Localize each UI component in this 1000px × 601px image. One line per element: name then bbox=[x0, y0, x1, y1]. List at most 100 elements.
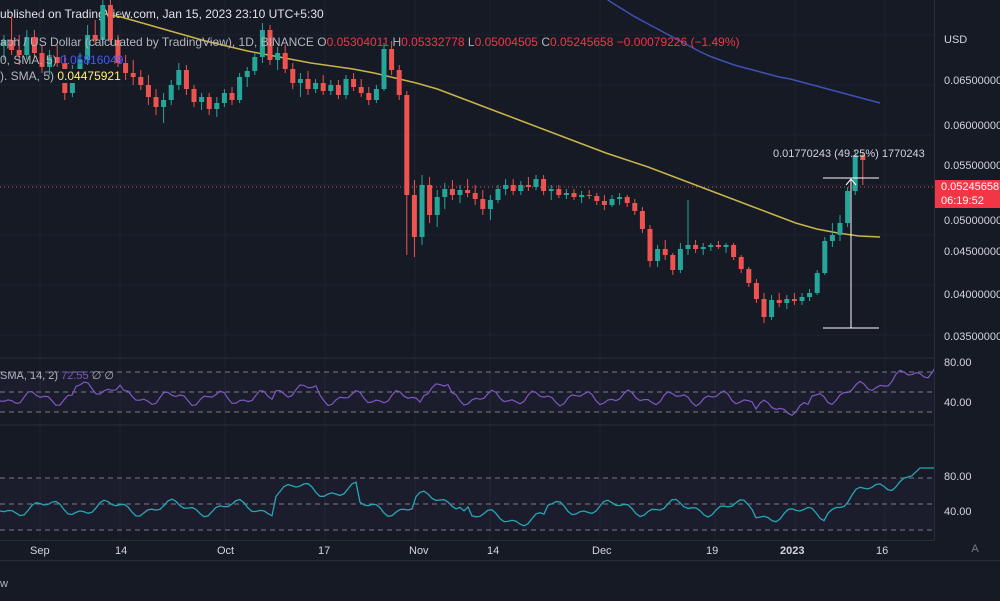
candle-body bbox=[465, 190, 471, 193]
ma-fast-value: 0.04475921 bbox=[57, 69, 121, 83]
candle-body bbox=[791, 299, 797, 301]
candle-body bbox=[282, 53, 288, 69]
candle-body bbox=[138, 77, 144, 85]
candle-body bbox=[495, 189, 501, 200]
ma-slow-value: 0.05816049 bbox=[60, 53, 124, 67]
high-label: H bbox=[392, 35, 402, 49]
candle-body bbox=[670, 255, 676, 270]
candle-body bbox=[617, 197, 623, 199]
candle-body bbox=[852, 155, 858, 191]
candle-body bbox=[715, 245, 721, 247]
time-axis[interactable] bbox=[0, 540, 934, 561]
candle-body bbox=[267, 30, 273, 60]
low-label: L bbox=[467, 35, 475, 49]
rsi-tick: 80.00 bbox=[944, 357, 972, 369]
oscillator-line bbox=[0, 467, 934, 527]
candle-body bbox=[541, 179, 547, 191]
price-chart[interactable] bbox=[0, 0, 934, 540]
time-tick: Dec bbox=[592, 545, 612, 557]
price-range-measure bbox=[823, 177, 879, 329]
published-text: ublished on TradingView.com, Jan 15, 202… bbox=[0, 7, 324, 21]
candle-body bbox=[16, 50, 22, 55]
candle-body bbox=[723, 245, 729, 247]
candle-body bbox=[206, 97, 212, 109]
candle-body bbox=[442, 189, 448, 197]
candle-body bbox=[799, 297, 805, 301]
price-axis[interactable] bbox=[934, 0, 1000, 540]
candle-body bbox=[419, 185, 425, 237]
candle-body bbox=[366, 93, 372, 100]
candle-body bbox=[586, 195, 592, 196]
candle-body bbox=[677, 249, 683, 270]
candle-body bbox=[807, 293, 813, 297]
rsi-pane bbox=[0, 357, 934, 417]
auto-scale-button[interactable]: A bbox=[971, 543, 979, 555]
candle-body bbox=[662, 249, 668, 255]
ma-fast-line bbox=[99, 12, 881, 238]
candle-body bbox=[411, 195, 417, 237]
time-tick: 14 bbox=[487, 545, 500, 557]
close-value: 0.05245658 bbox=[550, 35, 614, 49]
candlestick-series bbox=[1, 0, 866, 323]
ma-slow-line bbox=[606, 0, 881, 104]
candle-body bbox=[39, 53, 45, 67]
candle-body bbox=[746, 269, 752, 283]
candle-body bbox=[708, 245, 714, 247]
bottom-toolbar bbox=[0, 560, 1000, 601]
candle-body bbox=[837, 223, 843, 235]
ma-slow-label: 0, SMA, 5) bbox=[0, 53, 57, 67]
osc-tick: 80.00 bbox=[944, 471, 972, 483]
rsi-label: SMA, 14, 2) bbox=[0, 370, 59, 382]
candle-body bbox=[290, 69, 296, 83]
candle-body bbox=[221, 93, 227, 103]
candle-body bbox=[518, 185, 524, 191]
candle-body bbox=[199, 97, 205, 102]
measure-label: 0.01770243 (49.25%) 1770243 bbox=[773, 148, 925, 160]
time-tick: Nov bbox=[409, 545, 429, 557]
open-label: O bbox=[317, 35, 327, 49]
time-tick: 17 bbox=[318, 545, 331, 557]
candle-body bbox=[556, 189, 562, 195]
candle-body bbox=[503, 185, 509, 189]
low-value: 0.05004505 bbox=[474, 35, 538, 49]
candle-body bbox=[244, 71, 250, 77]
current-price: 0.05245658 bbox=[941, 181, 1000, 193]
candle-body bbox=[168, 85, 174, 100]
rsi-legend[interactable]: SMA, 14, 2) 72.55 ∅ ∅ bbox=[0, 369, 114, 382]
candle-body bbox=[396, 70, 402, 95]
rsi-tick: 40.00 bbox=[944, 397, 972, 409]
candle-body bbox=[85, 35, 91, 60]
candle-body bbox=[404, 95, 410, 195]
candle-body bbox=[92, 35, 98, 40]
candle-body bbox=[480, 199, 486, 209]
current-price-tag: 0.05245658 06:19:52 bbox=[935, 180, 1000, 208]
symbol-legend[interactable]: aph / US Dollar (calculated by TradingVi… bbox=[0, 35, 740, 49]
candle-body bbox=[351, 79, 357, 87]
ma-slow-legend[interactable]: 0, SMA, 5) 0.05816049 bbox=[0, 53, 123, 67]
price-tick: 0.04000000 bbox=[944, 289, 1000, 301]
candle-body bbox=[487, 200, 493, 209]
ma-fast-legend[interactable]: ). SMA, 5) 0.04475921 bbox=[0, 69, 121, 83]
footer-text: w bbox=[0, 578, 8, 590]
candle-body bbox=[9, 40, 15, 50]
currency-label: USD bbox=[944, 34, 968, 46]
candle-body bbox=[47, 57, 53, 67]
candle-body bbox=[655, 249, 661, 261]
candle-body bbox=[297, 79, 303, 83]
price-tick: 0.05500000 bbox=[944, 160, 1000, 172]
candle-body bbox=[753, 283, 759, 299]
time-tick: Oct bbox=[217, 545, 235, 557]
candle-body bbox=[145, 85, 151, 97]
candle-body bbox=[31, 37, 37, 53]
price-tick: 0.05000000 bbox=[944, 215, 1000, 227]
candle-body bbox=[252, 57, 258, 71]
symbol-name: aph / US Dollar (calculated by TradingVi… bbox=[0, 35, 314, 49]
candle-body bbox=[601, 201, 607, 205]
candle-body bbox=[275, 53, 281, 60]
candle-body bbox=[845, 191, 851, 223]
candle-body bbox=[320, 83, 326, 91]
candle-body bbox=[449, 189, 455, 195]
candle-body bbox=[571, 193, 577, 197]
time-tick: Sep bbox=[30, 545, 50, 557]
candle-body bbox=[373, 89, 379, 100]
